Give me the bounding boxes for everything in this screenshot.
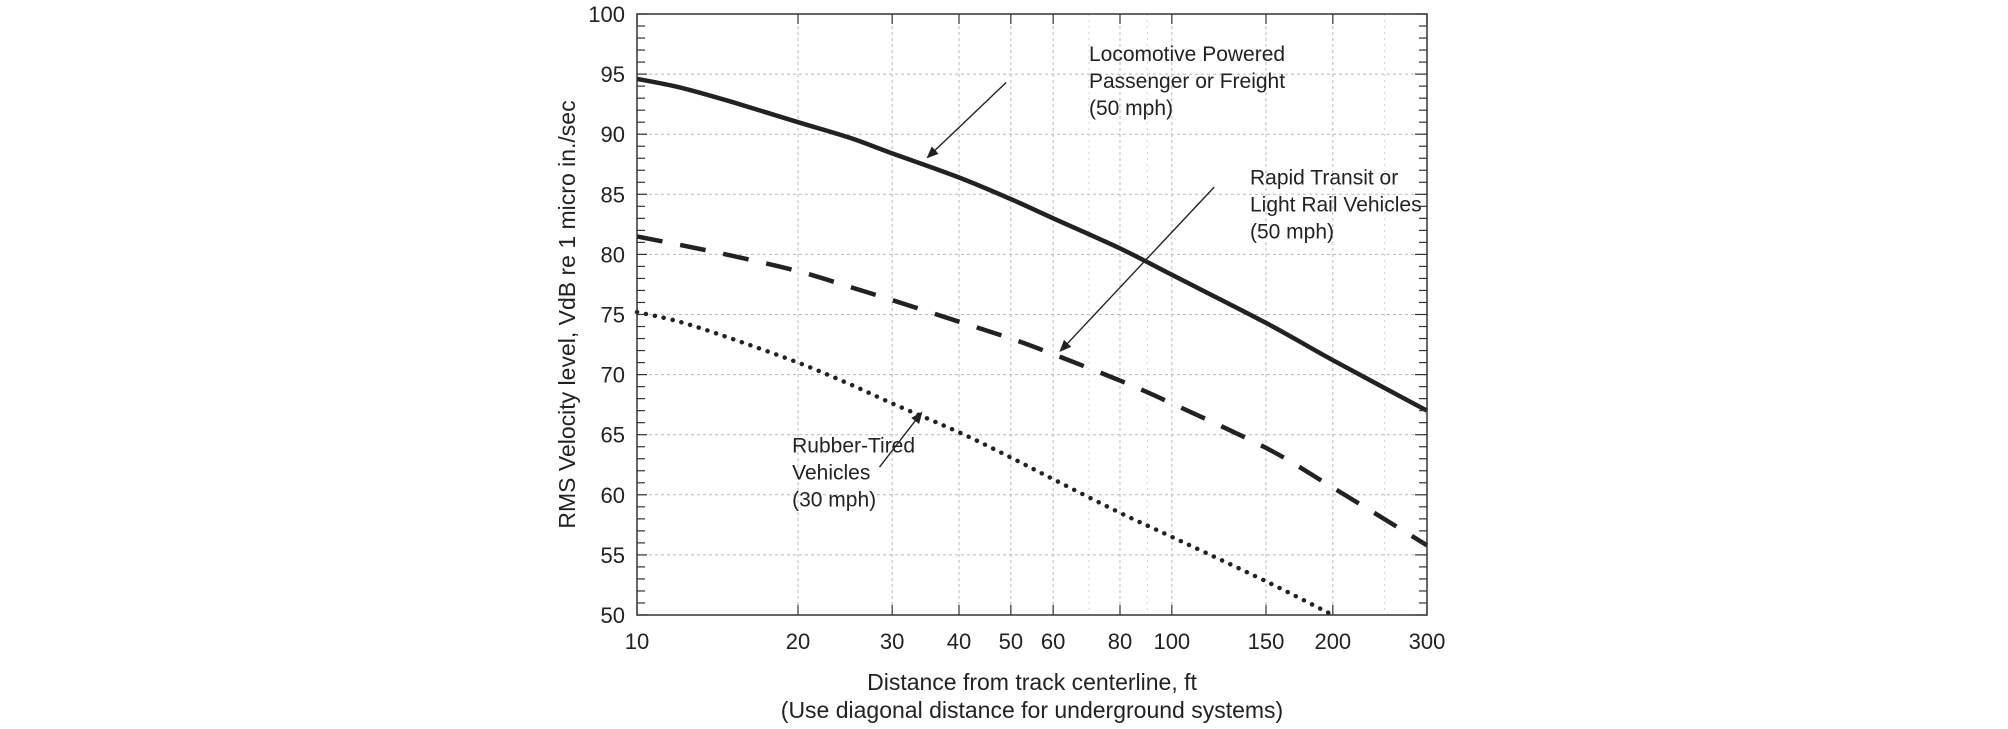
plot-frame bbox=[636, 13, 1428, 616]
x-tick-labels: 10 20 30 40 50 60 80 100 150 200 300 bbox=[625, 629, 1446, 654]
annotation-text: Rapid Transit or bbox=[1250, 167, 1398, 190]
y-tick-label: 100 bbox=[588, 2, 625, 27]
annotation-text: (50 mph) bbox=[1250, 221, 1334, 244]
series-line-solid bbox=[636, 76, 1429, 413]
annotation-arrow bbox=[878, 411, 923, 468]
annotation-text: Vehicles bbox=[792, 462, 870, 485]
annotation-arrow bbox=[1059, 186, 1215, 353]
grid bbox=[637, 14, 1427, 615]
annotation-text: Light Rail Vehicles bbox=[1250, 194, 1422, 217]
y-tick-label: 75 bbox=[601, 303, 625, 328]
series-group bbox=[634, 76, 1429, 618]
y-tick-label: 90 bbox=[601, 122, 625, 147]
y-tick-label: 55 bbox=[601, 543, 625, 568]
y-tick-label: 80 bbox=[601, 242, 625, 267]
annotation-text: Locomotive Powered bbox=[1089, 43, 1285, 66]
x-tick-label: 20 bbox=[786, 629, 810, 654]
annotations: Locomotive Powered Passenger or Freight (5… bbox=[792, 43, 1421, 512]
axis-ticks bbox=[636, 13, 1428, 616]
x-tick-label: 80 bbox=[1108, 629, 1132, 654]
annotation-text: (30 mph) bbox=[792, 489, 876, 512]
annotation-text: (50 mph) bbox=[1089, 97, 1173, 120]
x-tick-label: 30 bbox=[880, 629, 904, 654]
series-line-dashed bbox=[636, 234, 1429, 548]
y-tick-label: 95 bbox=[601, 62, 625, 87]
x-tick-label: 50 bbox=[999, 629, 1023, 654]
x-tick-label: 100 bbox=[1153, 629, 1190, 654]
x-axis-label-note: (Use diagonal distance for underground s… bbox=[781, 697, 1283, 723]
x-tick-label: 60 bbox=[1041, 629, 1065, 654]
series-line-dotted bbox=[634, 309, 1336, 618]
y-tick-label: 50 bbox=[601, 603, 625, 628]
annotation-arrow bbox=[926, 82, 1007, 159]
y-tick-label: 85 bbox=[601, 182, 625, 207]
annotation-text: Rubber-Tired bbox=[792, 435, 915, 458]
x-tick-label: 10 bbox=[625, 629, 649, 654]
x-tick-label: 150 bbox=[1248, 629, 1285, 654]
y-tick-label: 65 bbox=[601, 423, 625, 448]
x-axis-label: Distance from track centerline, ft bbox=[867, 669, 1197, 695]
x-tick-label: 200 bbox=[1314, 629, 1351, 654]
x-tick-label: 40 bbox=[947, 629, 971, 654]
annotation-text: Passenger or Freight bbox=[1089, 70, 1285, 93]
y-axis-label: RMS Velocity level, VdB re 1 micro in./s… bbox=[554, 100, 580, 528]
y-tick-labels: 50 55 60 65 70 75 80 85 90 95 100 bbox=[588, 2, 625, 628]
x-tick-label: 300 bbox=[1409, 629, 1446, 654]
y-tick-label: 70 bbox=[601, 363, 625, 388]
y-tick-label: 60 bbox=[601, 483, 625, 508]
